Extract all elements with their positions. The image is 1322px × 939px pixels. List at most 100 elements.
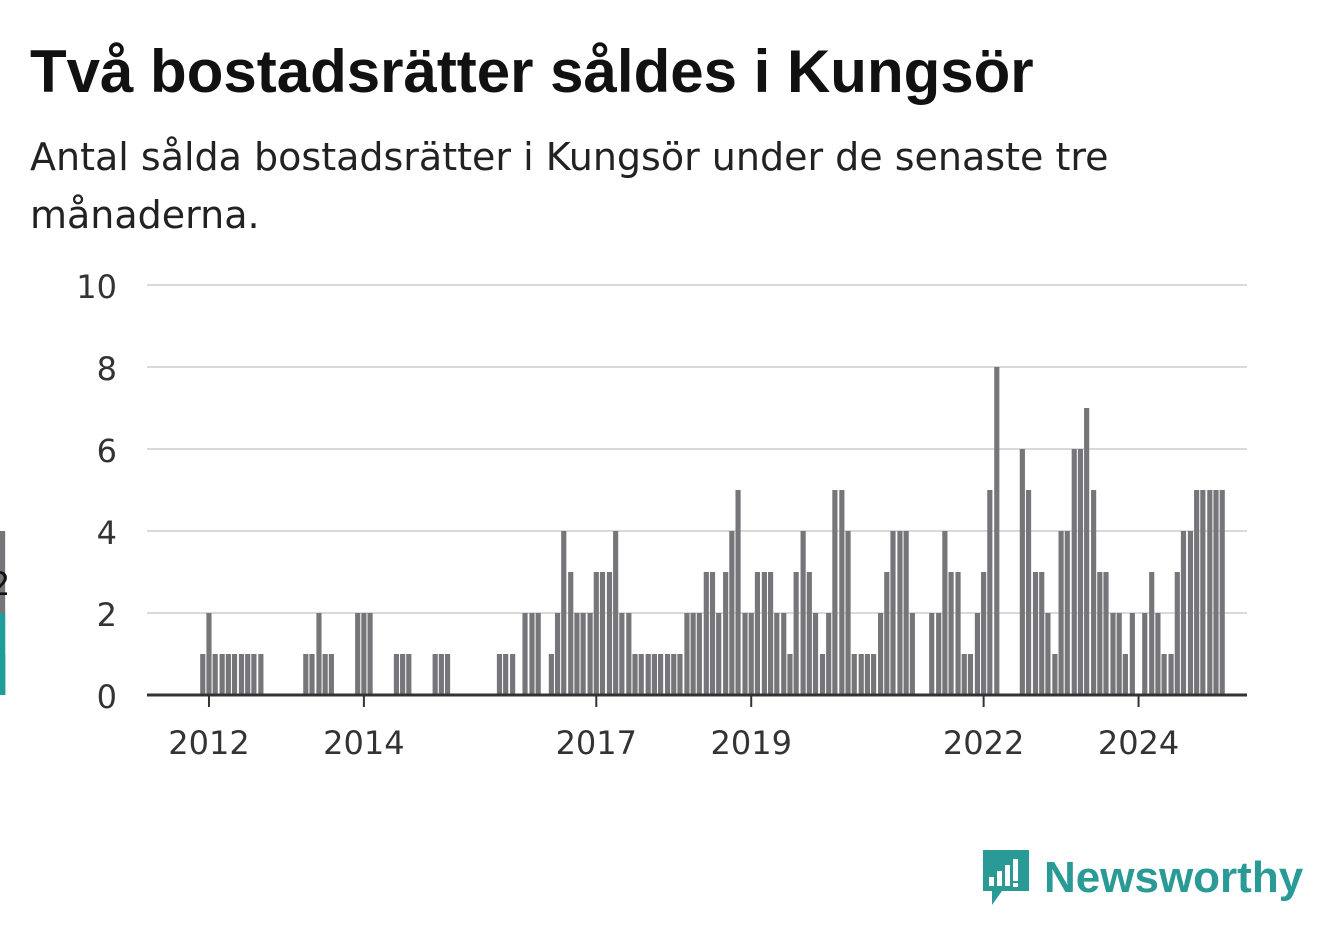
bar [496,654,503,695]
bar [322,654,328,695]
bar [393,654,400,695]
bar [554,613,561,695]
bar [1025,490,1032,695]
bar [929,613,935,695]
bar [1122,654,1128,695]
bar [626,613,632,695]
bar [316,613,322,695]
bar [729,531,735,695]
bar [1116,613,1122,695]
bar [535,613,541,695]
bar [568,572,574,695]
y-tick-label: 0 [97,678,117,716]
bar [1084,408,1090,695]
bar [774,613,780,695]
bar [1110,613,1116,695]
bar [690,613,696,695]
bar [864,654,871,695]
bar [754,572,761,695]
bar [529,613,535,695]
y-tick-label: 8 [97,350,117,388]
bar [606,572,613,695]
bar [632,654,638,695]
x-tick-label: 2017 [556,724,637,762]
bar [903,531,909,695]
bar [231,654,238,695]
bar [851,654,857,695]
bar [787,654,793,695]
bar [800,531,806,695]
bar [522,613,528,695]
bar [1045,613,1051,695]
bar [1071,449,1077,695]
bar [645,654,651,695]
y-tick-label: 6 [97,432,117,470]
bar [638,654,644,695]
bar [1207,490,1213,695]
bar [974,613,981,695]
bar [812,613,819,695]
bar [510,654,516,695]
bar [716,613,722,695]
bar [587,613,593,695]
bar [948,572,954,695]
bar [1219,490,1225,695]
bar [871,654,877,695]
bar [1200,490,1206,695]
bar [709,572,716,695]
bar [768,572,774,695]
bar [1039,572,1045,695]
bar [658,654,664,695]
bar [1180,531,1187,695]
x-tick-label: 2024 [1098,724,1179,762]
bar [671,654,677,695]
bar [574,613,580,695]
bar-latest [0,613,6,695]
bar [909,613,915,695]
x-tick-label: 2022 [943,724,1024,762]
bar [890,531,896,695]
newsworthy-chat-chart-icon [983,850,1029,905]
bar [548,654,554,695]
bar [1142,613,1148,695]
bar [1149,572,1155,695]
bar [806,572,812,695]
bar [432,654,438,695]
bar [1129,613,1135,695]
bar [664,654,671,695]
bar [438,654,444,695]
bar [845,531,851,695]
bar [1155,613,1161,695]
y-tick-label: 4 [97,514,117,552]
bar [619,613,625,695]
bar [936,613,942,695]
bar [303,654,309,695]
bar [355,613,361,695]
bar [1103,572,1109,695]
bar [1194,490,1200,695]
bar [599,572,606,695]
bar [406,654,412,695]
bar [309,654,315,695]
bar [1097,572,1103,695]
x-tick-label: 2019 [711,724,792,762]
y-tick-label: 10 [76,268,117,306]
latest-value-label: 2 [0,565,10,603]
bar [961,654,967,695]
bar [1168,654,1174,695]
bar [580,613,586,695]
x-tick-label: 2014 [323,724,404,762]
y-tick-label: 2 [97,596,117,634]
bar [561,531,567,695]
bar [444,654,451,695]
bar [1077,449,1084,695]
bar [593,572,599,695]
bars [0,367,1225,695]
bar [684,613,690,695]
bar [251,654,257,695]
brand-name: Newsworthy [1044,853,1304,902]
bar [781,613,787,695]
bar [328,654,334,695]
bar [361,613,367,695]
